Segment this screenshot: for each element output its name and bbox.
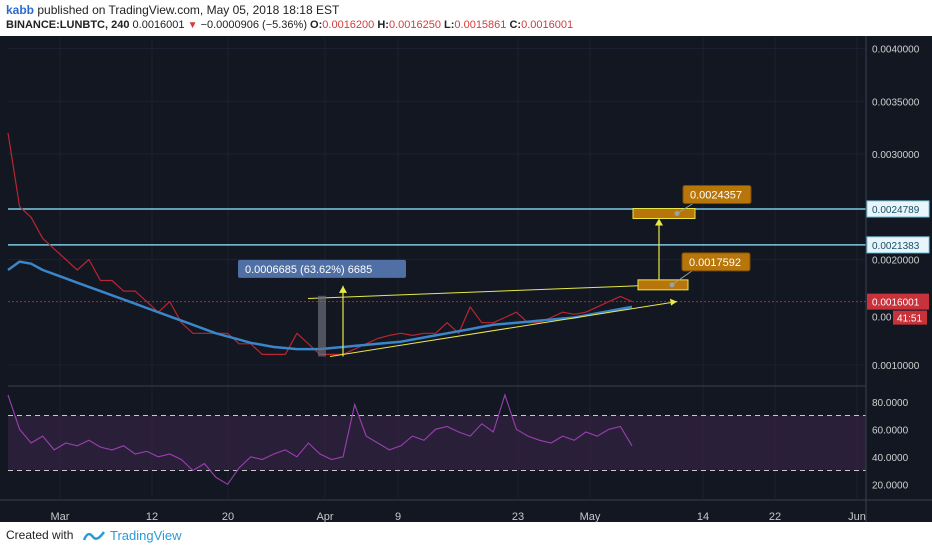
x-tick-label: 12 <box>146 511 158 522</box>
low-label: L: <box>444 19 455 31</box>
target-arrowhead <box>655 218 663 226</box>
target-callout-1-anchor <box>669 282 675 288</box>
symbol-label: BINANCE:LUNBTC, 240 <box>6 19 130 31</box>
chart-footer: Created with TradingView <box>0 522 932 550</box>
rsi-y-tick-label: 20.0000 <box>872 480 909 491</box>
publish-info: kabb published on TradingView.com, May 0… <box>6 3 339 17</box>
target-callout-2-label: 0.0024357 <box>690 190 742 202</box>
rsi-y-tick-label: 80.0000 <box>872 398 909 409</box>
target-zone-1 <box>637 279 689 291</box>
target-callout-1-box <box>681 252 751 272</box>
low-value: 0.0015861 <box>454 19 507 31</box>
x-tick-label: 14 <box>697 511 709 522</box>
close-value: 0.0016001 <box>521 19 574 31</box>
y-tick-label: 0.0010000 <box>872 361 920 372</box>
upper-trendline <box>307 284 666 299</box>
trendline-arrowhead <box>670 298 677 306</box>
y-tick-label-partial: 0.00 <box>872 313 892 324</box>
tradingview-brand[interactable]: TradingView <box>110 528 182 543</box>
rsi-y-tick-label: 60.0000 <box>872 425 909 436</box>
rsi-band-fill <box>8 415 866 471</box>
lower-trendline <box>329 301 678 357</box>
rsi-line <box>7 393 633 486</box>
open-value: 0.0016200 <box>322 19 375 31</box>
countdown-box <box>893 310 927 325</box>
measure-arrowhead <box>339 285 347 293</box>
y-tick-label: 0.0030000 <box>872 150 920 161</box>
measure-label: 0.0006685 (63.62%) 6685 <box>245 264 372 276</box>
published-text: published on TradingView.com, May 05, 20… <box>37 3 340 17</box>
target-callout-1-label: 0.0017592 <box>689 257 741 269</box>
resistance-levels: 0.0024789 0.0021383 <box>8 200 930 254</box>
last-price-box <box>867 293 929 310</box>
chart-header: kabb published on TradingView.com, May 0… <box>0 0 932 36</box>
author-name[interactable]: kabb <box>6 3 35 17</box>
countdown-label: 41:51 <box>897 314 922 325</box>
rsi-y-tick-label: 40.0000 <box>872 453 909 464</box>
level-label: 0.0021383 <box>872 241 920 252</box>
tradingview-logo-icon <box>82 531 106 541</box>
x-tick-label: Apr <box>316 511 333 522</box>
price-chart[interactable]: 0.0024789 0.0021383 0.0016001 41:51 0.0006… <box>0 36 932 522</box>
y-tick-label: 0.0035000 <box>872 97 920 108</box>
close-label: C: <box>509 19 522 31</box>
x-tick-label: Mar <box>51 511 70 522</box>
axes: Mar 12 20 Apr 9 23 May 14 22 Jun 0.0040000 0.003500… <box>0 36 932 522</box>
last-price-label: 0.0016001 <box>872 298 920 309</box>
high-label: H: <box>377 19 389 31</box>
last-price: 0.0016001 <box>132 19 185 31</box>
y-tick-label: 0.0040000 <box>872 45 920 56</box>
drawings: 0.0006685 (63.62%) 6685 0.0017592 0.002435… <box>238 185 752 357</box>
x-tick-label: 9 <box>395 511 401 522</box>
target-callout-2-anchor <box>674 211 680 217</box>
target-zone-2 <box>632 208 696 220</box>
level-label-box <box>866 236 930 254</box>
measure-bar <box>318 295 326 357</box>
level-label-box <box>866 200 930 218</box>
y-tick-label: 0.0020000 <box>872 255 920 266</box>
target-callout-1-pointer <box>671 270 693 286</box>
x-tick-label: 22 <box>769 511 781 522</box>
target-callout-2-pointer <box>676 203 694 214</box>
down-triangle-icon: ▼ <box>187 20 198 31</box>
level-label: 0.0024789 <box>872 205 920 216</box>
high-value: 0.0016250 <box>388 19 441 31</box>
target-callout-2-box <box>682 185 752 205</box>
price-change: −0.0000906 (−5.36%) <box>200 19 307 31</box>
x-tick-label: Jun <box>848 511 866 522</box>
measure-label-box <box>238 259 406 278</box>
x-tick-label: 23 <box>512 511 524 522</box>
x-tick-label: 20 <box>222 511 234 522</box>
x-tick-label: May <box>580 511 601 522</box>
open-label: O: <box>310 19 323 31</box>
rsi-panel <box>7 385 866 486</box>
created-with-text: Created with <box>6 528 74 542</box>
ohlc-legend: BINANCE:LUNBTC, 240 0.0016001 ▼ −0.00009… <box>6 19 573 31</box>
